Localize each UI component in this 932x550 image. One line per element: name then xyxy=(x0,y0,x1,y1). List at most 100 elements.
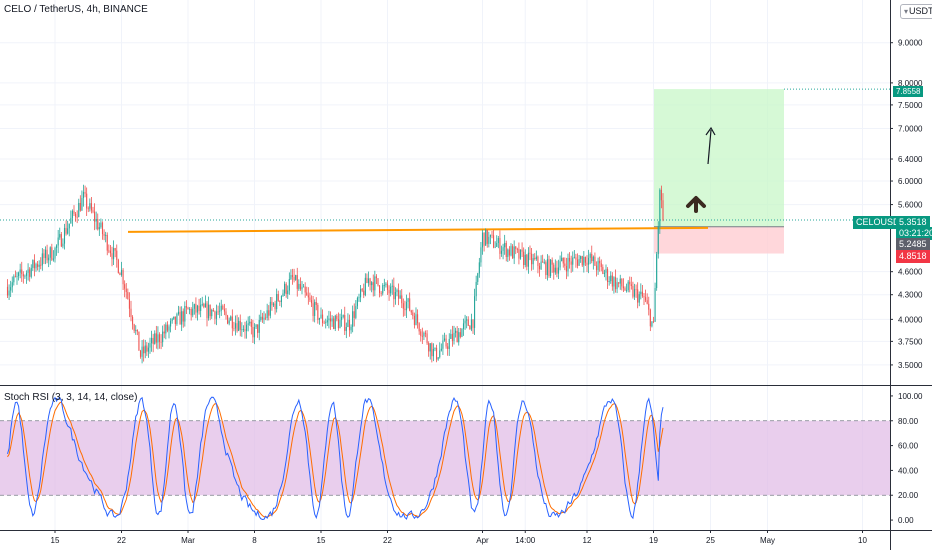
candle xyxy=(405,294,408,319)
candle-body xyxy=(423,332,425,337)
candle xyxy=(49,246,51,265)
candle xyxy=(466,316,468,329)
candle xyxy=(6,279,9,298)
candle-body xyxy=(211,309,213,317)
candle-body xyxy=(659,189,661,227)
time-axis-label: May xyxy=(760,536,775,545)
candle-body xyxy=(337,318,339,329)
candle xyxy=(611,272,613,291)
candle-body xyxy=(52,258,54,260)
candle xyxy=(507,248,509,263)
candle xyxy=(268,305,270,321)
candle xyxy=(553,262,555,280)
candle-body xyxy=(341,316,343,321)
candle-body xyxy=(27,269,29,273)
candle-body xyxy=(109,250,111,254)
candle-body xyxy=(648,303,650,310)
candle xyxy=(146,342,148,356)
candle xyxy=(176,312,178,326)
candle xyxy=(401,289,403,308)
candle-body xyxy=(214,311,216,319)
candle xyxy=(624,286,626,292)
time-axis-label: 19 xyxy=(649,536,658,545)
candle-body xyxy=(151,337,153,344)
candle xyxy=(76,210,78,224)
candle-body xyxy=(472,319,474,328)
candle-body xyxy=(586,262,588,265)
candle-body xyxy=(84,192,86,194)
candle xyxy=(101,221,104,240)
candle xyxy=(291,268,294,285)
candle-body xyxy=(516,248,518,250)
candle-body xyxy=(488,236,490,244)
candle-body xyxy=(149,343,151,348)
rsi-axis-label: 60.00 xyxy=(898,442,919,451)
currency-selector[interactable]: ▾USDT xyxy=(900,4,932,19)
stop-price-tag: 4.8518 xyxy=(896,250,930,263)
candle xyxy=(472,319,474,334)
candle xyxy=(499,230,501,260)
candle xyxy=(75,211,77,222)
last-price-tag: 5.3518 xyxy=(896,216,930,229)
candle xyxy=(138,331,140,351)
candle-body xyxy=(531,253,533,265)
candle xyxy=(236,314,238,333)
candle xyxy=(189,307,191,315)
candle xyxy=(595,261,598,277)
candle-body xyxy=(185,306,187,308)
candle xyxy=(355,300,357,320)
candle xyxy=(299,277,301,291)
candle xyxy=(52,250,54,262)
candle-body xyxy=(236,323,238,331)
candle-body xyxy=(86,193,88,209)
time-axis-label: 8 xyxy=(252,536,257,545)
candle xyxy=(377,278,379,287)
candle-body xyxy=(204,303,206,308)
candle xyxy=(108,244,110,254)
candle-body xyxy=(162,331,164,343)
candle xyxy=(640,283,642,300)
candle xyxy=(257,324,259,338)
candle-body xyxy=(143,346,145,354)
candle-body xyxy=(22,274,24,277)
candle xyxy=(383,278,385,292)
candle-body xyxy=(480,247,482,263)
entry-price-tag: 5.2485 xyxy=(896,238,930,251)
candle xyxy=(40,257,42,270)
price-axis-label: 3.7500 xyxy=(898,337,923,346)
candle-body xyxy=(290,275,292,280)
candle-body xyxy=(43,253,45,259)
candle xyxy=(500,245,503,257)
candle-body xyxy=(576,259,579,266)
candle xyxy=(276,288,278,313)
candle-body xyxy=(535,256,537,260)
chevron-down-icon: ▾ xyxy=(904,7,909,16)
candle xyxy=(554,259,556,275)
candle xyxy=(301,281,303,295)
candle xyxy=(206,301,208,327)
candle-body xyxy=(399,295,401,299)
candle-body xyxy=(462,323,465,329)
candle-body xyxy=(542,261,544,263)
candle xyxy=(635,284,637,298)
candle-body xyxy=(344,315,346,331)
candle xyxy=(322,309,324,327)
candle-body xyxy=(24,275,26,277)
candle-body xyxy=(105,234,107,236)
candle-body xyxy=(89,203,91,209)
candle-body xyxy=(193,304,195,309)
candle-body xyxy=(534,258,536,260)
candle xyxy=(592,255,594,270)
candle xyxy=(295,274,297,281)
candle-body xyxy=(253,327,256,338)
candle-body xyxy=(30,267,32,277)
candle-body xyxy=(303,286,305,288)
price-axis-label: 4.6000 xyxy=(898,268,923,277)
candle-body xyxy=(296,275,298,289)
stop-zone xyxy=(654,226,784,254)
candle xyxy=(304,282,306,298)
candle-body xyxy=(578,258,580,266)
candle xyxy=(162,325,164,347)
candle xyxy=(160,334,162,350)
